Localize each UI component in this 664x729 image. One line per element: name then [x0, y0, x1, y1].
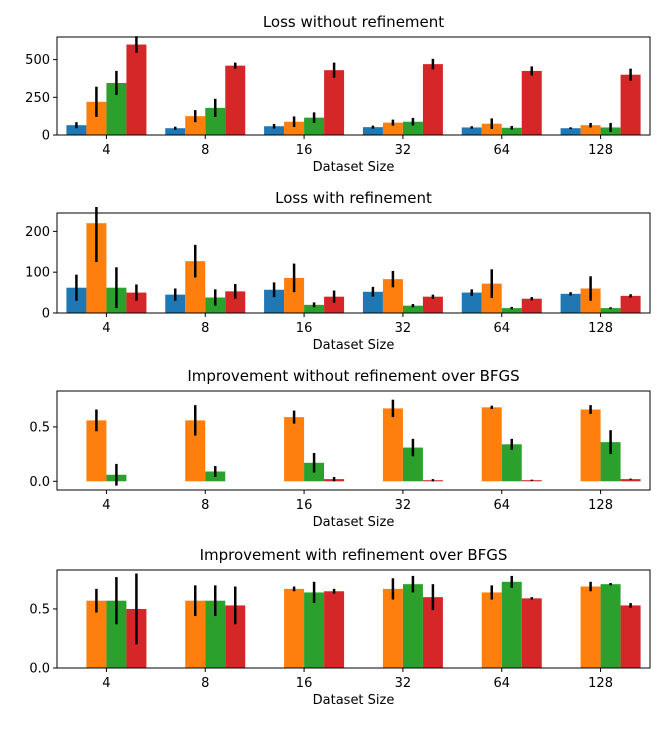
axes-frame	[57, 391, 650, 490]
x-tick-label: 16	[296, 498, 313, 513]
chart-title: Loss with refinement	[275, 189, 432, 207]
chart-panel-1: Loss without refinement 0 250 500 4 8 16 32 64 12…	[25, 13, 650, 175]
x-tick-label: 16	[296, 143, 313, 158]
x-tick-label: 8	[201, 321, 209, 336]
x-tick-label: 64	[493, 498, 510, 513]
bar	[522, 71, 542, 135]
x-tick-label: 16	[296, 321, 313, 336]
x-tick-label: 4	[102, 143, 110, 158]
bar	[304, 592, 324, 668]
bar	[225, 66, 245, 135]
y-tick-label: 0	[42, 307, 50, 322]
bar	[482, 592, 502, 668]
chart-panel-2: Loss with refinement 0 100 200 4 8 16 32 64 128 Da…	[25, 189, 650, 353]
bar	[621, 605, 641, 668]
x-tick-label: 8	[201, 676, 209, 691]
bar	[522, 299, 542, 313]
chart-title: Improvement without refinement over BFGS	[187, 367, 519, 385]
x-axis-label: Dataset Size	[313, 693, 395, 708]
x-tick-label: 64	[493, 143, 510, 158]
bar	[502, 582, 522, 668]
x-tick-label: 8	[201, 143, 209, 158]
y-tick-label: 100	[25, 266, 50, 281]
x-tick-label: 8	[201, 498, 209, 513]
x-tick-label: 4	[102, 498, 110, 513]
bar	[423, 297, 443, 313]
x-tick-label: 32	[395, 143, 412, 158]
bar	[561, 294, 581, 313]
y-tick-label: 0.5	[29, 602, 50, 617]
chart-panel-3: Improvement without refinement over BFGS…	[29, 367, 650, 530]
x-tick-label: 32	[395, 321, 412, 336]
y-tick-label: 0.0	[29, 475, 50, 490]
bar	[621, 75, 641, 135]
y-tick-label: 0.5	[29, 420, 50, 435]
x-tick-label: 64	[493, 321, 510, 336]
x-tick-label: 4	[102, 321, 110, 336]
x-tick-label: 128	[588, 321, 613, 336]
bar	[482, 407, 502, 481]
bar	[126, 45, 146, 135]
bar	[284, 589, 304, 668]
chart-title: Loss without refinement	[263, 13, 444, 31]
x-tick-label: 128	[588, 676, 613, 691]
bar	[581, 409, 601, 481]
bar	[581, 587, 601, 668]
bar	[284, 417, 304, 481]
y-tick-label: 200	[25, 225, 50, 240]
bar	[383, 589, 403, 668]
y-tick-label: 250	[25, 91, 50, 106]
x-axis-label: Dataset Size	[313, 515, 395, 530]
bar	[522, 598, 542, 668]
x-tick-label: 32	[395, 676, 412, 691]
bar	[324, 591, 344, 668]
y-tick-label: 0	[42, 129, 50, 144]
bar	[403, 584, 423, 668]
x-tick-label: 128	[588, 143, 613, 158]
x-tick-label: 16	[296, 676, 313, 691]
x-axis-label: Dataset Size	[313, 160, 395, 175]
bar	[423, 64, 443, 135]
bar	[601, 584, 621, 668]
x-tick-label: 4	[102, 676, 110, 691]
bar	[502, 444, 522, 481]
y-tick-label: 500	[25, 53, 50, 68]
x-tick-label: 128	[588, 498, 613, 513]
bar	[383, 408, 403, 481]
bar	[621, 296, 641, 313]
y-tick-label: 0.0	[29, 662, 50, 677]
chart-title: Improvement with refinement over BFGS	[200, 546, 508, 564]
x-axis-label: Dataset Size	[313, 338, 395, 353]
bar	[561, 128, 581, 135]
x-tick-label: 32	[395, 498, 412, 513]
bar	[324, 70, 344, 135]
chart-panel-4: Improvement with refinement over BFGS 0.0…	[29, 546, 650, 708]
x-tick-label: 64	[493, 676, 510, 691]
